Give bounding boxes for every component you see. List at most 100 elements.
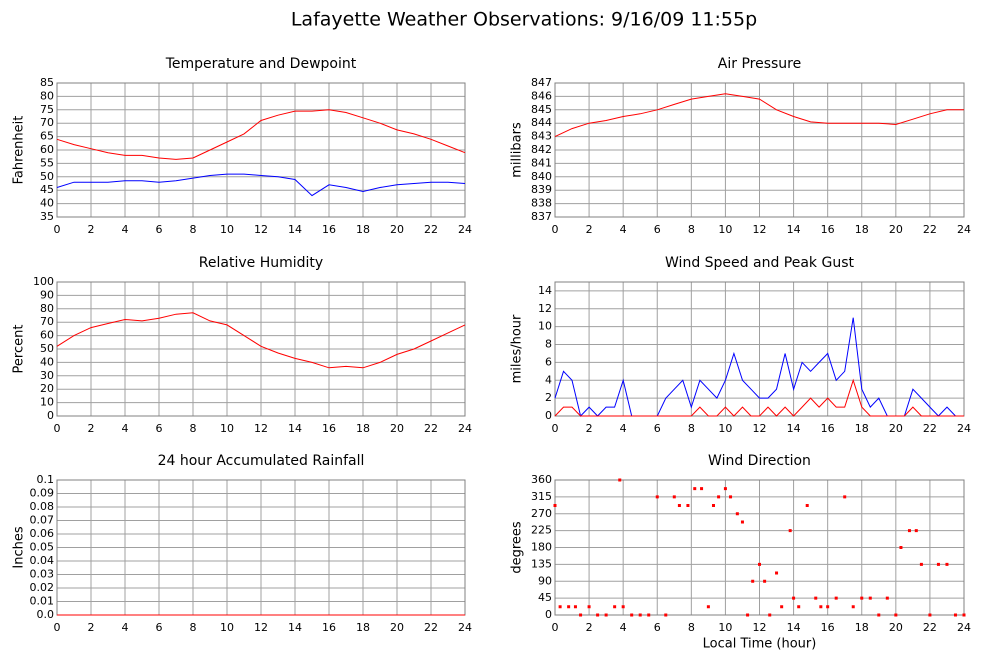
data-point	[868, 596, 872, 600]
data-point	[885, 596, 889, 600]
y-tick-label: 45	[538, 591, 552, 604]
data-point	[579, 613, 583, 617]
data-line	[56, 109, 466, 160]
data-point	[613, 605, 617, 609]
x-tick-label: 8	[688, 223, 695, 236]
x-tick-label: 4	[122, 621, 129, 634]
x-tick-label: 18	[356, 422, 370, 435]
data-point	[936, 562, 940, 566]
data-point	[655, 495, 659, 499]
x-tick-label: 18	[356, 621, 370, 634]
x-tick-label: 8	[190, 621, 197, 634]
data-point	[805, 504, 809, 507]
y-tick-label: 0	[545, 409, 552, 422]
data-point	[630, 613, 634, 617]
x-tick-label: 12	[254, 422, 268, 435]
data-point	[587, 605, 591, 609]
x-tick-label: 24	[957, 223, 971, 236]
x-tick-label: 20	[390, 422, 404, 435]
y-tick-label: 839	[531, 183, 552, 196]
chart-title: Air Pressure	[718, 56, 801, 72]
y-axis-label: degrees	[510, 521, 525, 574]
x-tick-label: 8	[688, 621, 695, 634]
data-point	[664, 613, 668, 617]
data-point	[558, 605, 562, 609]
y-tick-label: 844	[531, 116, 552, 129]
y-tick-label: 847	[531, 76, 552, 89]
x-tick-label: 14	[288, 223, 302, 236]
x-tick-label: 6	[654, 621, 661, 634]
data-point	[860, 596, 864, 600]
x-tick-label: 10	[220, 621, 234, 634]
y-tick-label: 65	[40, 130, 54, 143]
x-tick-label: 12	[254, 621, 268, 634]
data-point	[763, 579, 767, 583]
plot-border	[554, 82, 965, 218]
x-axis-label: Local Time (hour)	[703, 637, 817, 652]
data-point	[962, 613, 966, 617]
x-tick-label: 0	[54, 223, 61, 236]
data-point	[945, 562, 949, 566]
data-point	[877, 613, 881, 617]
y-tick-label: 0	[47, 409, 54, 422]
y-tick-label: 35	[40, 210, 54, 223]
x-tick-label: 24	[458, 621, 472, 634]
x-tick-label: 2	[586, 621, 593, 634]
chart-title: Wind Speed and Peak Gust	[665, 255, 854, 271]
data-point	[746, 613, 750, 617]
x-tick-label: 22	[424, 223, 438, 236]
data-point	[677, 504, 681, 507]
y-tick-label: 842	[531, 143, 552, 156]
data-line	[56, 312, 466, 369]
data-point	[775, 571, 779, 575]
data-point	[928, 613, 932, 617]
x-tick-label: 20	[390, 223, 404, 236]
x-tick-label: 6	[654, 422, 661, 435]
data-point	[717, 495, 721, 499]
x-tick-label: 4	[620, 223, 627, 236]
y-tick-label: 60	[40, 143, 54, 156]
x-tick-label: 20	[889, 223, 903, 236]
x-tick-label: 8	[190, 422, 197, 435]
data-point	[672, 495, 676, 499]
y-tick-label: 846	[531, 89, 552, 102]
data-point	[604, 613, 608, 617]
x-tick-label: 24	[957, 621, 971, 634]
data-point	[797, 605, 801, 609]
data-point	[621, 605, 625, 609]
y-tick-label: 100	[33, 275, 54, 288]
y-tick-label: 837	[531, 210, 552, 223]
y-tick-label: 50	[40, 170, 54, 183]
chart-title: Relative Humidity	[199, 255, 323, 271]
data-point	[851, 605, 855, 609]
x-tick-label: 2	[586, 422, 593, 435]
data-point	[894, 613, 898, 617]
x-tick-label: 10	[718, 621, 732, 634]
x-tick-label: 16	[322, 422, 336, 435]
data-point	[567, 605, 571, 609]
y-tick-label: 20	[40, 382, 54, 395]
y-tick-label: 840	[531, 170, 552, 183]
x-tick-label: 6	[156, 621, 163, 634]
y-tick-label: 0.04	[30, 554, 55, 567]
data-point	[914, 529, 918, 533]
y-tick-label: 0.08	[30, 500, 55, 513]
y-axis-label: Fahrenheit	[12, 116, 27, 185]
y-tick-label: 8	[545, 338, 552, 351]
x-tick-label: 4	[620, 422, 627, 435]
chart-title: Temperature and Dewpoint	[165, 56, 357, 72]
x-tick-label: 6	[156, 422, 163, 435]
x-tick-label: 22	[923, 422, 937, 435]
y-tick-label: 80	[40, 302, 54, 315]
data-point	[826, 605, 830, 609]
plot-border	[554, 479, 965, 616]
data-point	[723, 487, 727, 491]
y-tick-label: 10	[538, 320, 552, 333]
y-tick-label: 845	[531, 103, 552, 116]
y-tick-label: 843	[531, 130, 552, 143]
x-tick-label: 16	[322, 621, 336, 634]
y-tick-label: 0.07	[30, 514, 55, 527]
data-point	[919, 562, 923, 566]
x-tick-label: 20	[889, 621, 903, 634]
